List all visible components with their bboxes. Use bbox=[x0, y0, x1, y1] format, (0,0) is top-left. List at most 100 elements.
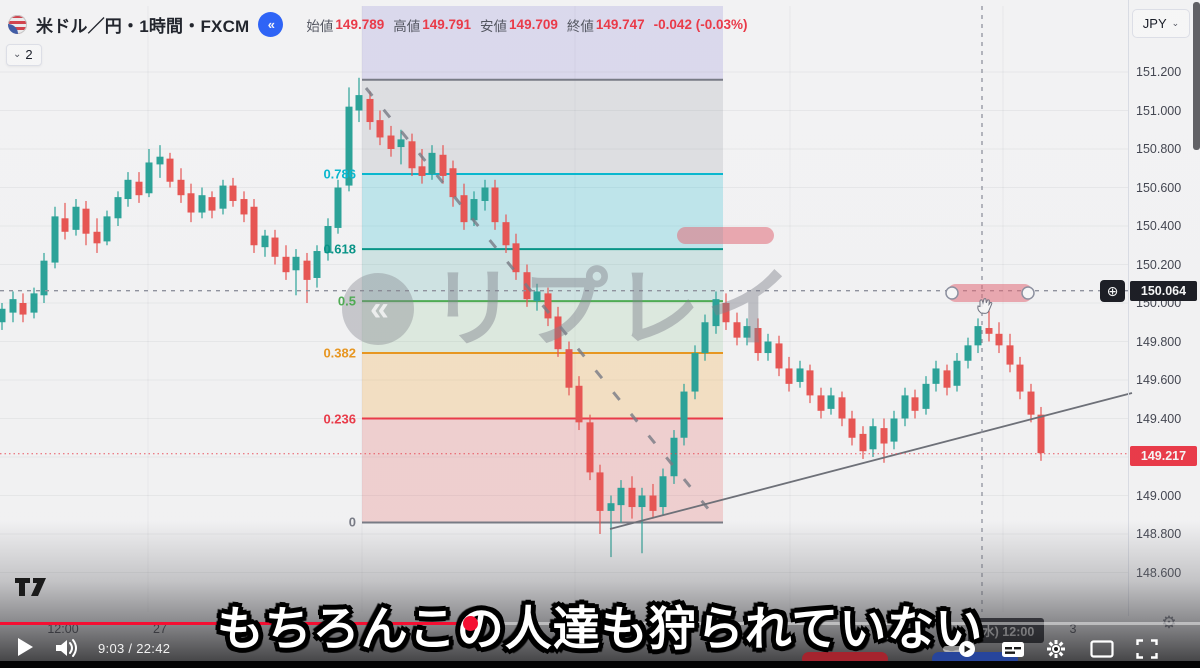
candle bbox=[680, 391, 688, 438]
candle bbox=[261, 235, 269, 248]
change-value: -0.042 (-0.03%) bbox=[653, 17, 748, 32]
candle bbox=[355, 95, 363, 111]
price-axis-label: 150.200 bbox=[1136, 257, 1182, 272]
candle bbox=[72, 206, 80, 230]
subtitles-cc-icon[interactable] bbox=[1001, 641, 1025, 658]
browser-scrollbar[interactable] bbox=[1193, 2, 1200, 150]
candle bbox=[491, 187, 499, 223]
miniplayer-icon[interactable] bbox=[1090, 640, 1114, 658]
candle bbox=[408, 141, 416, 169]
add-alert-plus-icon[interactable]: ⊕ bbox=[1100, 280, 1125, 302]
candle bbox=[460, 195, 468, 223]
candle bbox=[51, 216, 59, 263]
candle bbox=[334, 187, 342, 228]
price-axis-label: 149.600 bbox=[1136, 373, 1182, 387]
candle bbox=[93, 231, 101, 244]
candle bbox=[890, 418, 898, 442]
candle bbox=[428, 152, 436, 175]
replay-step-badge[interactable]: ⌄ 2 bbox=[6, 44, 42, 66]
close-label: 終値 bbox=[566, 18, 594, 34]
candle bbox=[0, 308, 6, 323]
fib-band bbox=[362, 79, 723, 175]
high-value: 149.791 bbox=[422, 17, 472, 32]
candle bbox=[19, 303, 27, 315]
candle bbox=[198, 195, 206, 213]
play-button[interactable] bbox=[14, 636, 36, 658]
fib-band bbox=[362, 174, 723, 250]
fib-level-label: 0.5 bbox=[337, 293, 356, 309]
candle bbox=[932, 368, 940, 384]
low-label: 安値 bbox=[480, 18, 508, 34]
candle bbox=[722, 303, 730, 323]
candle bbox=[649, 495, 657, 511]
fib-band bbox=[362, 353, 723, 419]
candle bbox=[240, 199, 248, 215]
high-label: 高値 bbox=[393, 18, 421, 34]
candle bbox=[387, 135, 395, 149]
pink-oval[interactable] bbox=[677, 227, 774, 244]
low-value: 149.709 bbox=[509, 17, 558, 32]
drawing-handle[interactable] bbox=[945, 286, 959, 300]
drawing-handle[interactable] bbox=[1021, 286, 1035, 300]
candle bbox=[838, 397, 846, 419]
video-letterbox bbox=[0, 661, 1200, 668]
candle bbox=[775, 343, 783, 369]
price-axis-separator bbox=[1128, 0, 1129, 616]
candle bbox=[901, 395, 909, 419]
candle bbox=[565, 349, 573, 388]
symbol-title[interactable]: 米ドル／円・1時間・FXCM bbox=[36, 17, 250, 36]
candle bbox=[544, 293, 552, 319]
fib-level-label: 0.618 bbox=[323, 241, 356, 257]
candle bbox=[953, 360, 961, 386]
candle bbox=[397, 139, 405, 148]
replay-step-value: 2 bbox=[25, 47, 33, 62]
candle bbox=[229, 185, 237, 201]
candle bbox=[617, 487, 625, 506]
candle bbox=[859, 433, 867, 452]
volume-icon[interactable] bbox=[54, 638, 80, 658]
candle bbox=[607, 503, 615, 511]
candle bbox=[869, 426, 877, 450]
open-label: 始値 bbox=[306, 18, 334, 34]
candle bbox=[533, 291, 541, 302]
candle bbox=[250, 206, 258, 246]
fullscreen-icon[interactable] bbox=[1136, 639, 1158, 659]
candle bbox=[785, 368, 793, 384]
tradingview-logo[interactable] bbox=[14, 577, 52, 603]
video-progress-scrubber[interactable] bbox=[463, 616, 478, 631]
price-axis-label: 148.600 bbox=[1136, 565, 1182, 580]
candle bbox=[554, 316, 562, 350]
candle bbox=[911, 397, 919, 411]
candle bbox=[670, 437, 678, 477]
currency-selector[interactable]: JPY ⌄ bbox=[1132, 9, 1190, 38]
candle bbox=[219, 185, 227, 209]
autoplay-toggle[interactable] bbox=[941, 641, 977, 657]
crosshair-price-badge: 150.064 bbox=[1130, 281, 1197, 301]
price-axis-label: 149.800 bbox=[1136, 334, 1182, 349]
chevron-down-icon: ⌄ bbox=[13, 49, 22, 60]
usdjpy-flag-icon bbox=[8, 15, 27, 34]
price-axis-label: 151.200 bbox=[1136, 65, 1182, 79]
price-axis-label: 149.400 bbox=[1136, 411, 1182, 426]
candle bbox=[103, 216, 111, 242]
open-value: 149.789 bbox=[335, 17, 385, 32]
fib-level-label: 0.236 bbox=[323, 411, 356, 426]
settings-gear-icon[interactable] bbox=[1046, 639, 1066, 659]
candle bbox=[764, 341, 772, 354]
fib-level-label: 0.786 bbox=[323, 166, 356, 182]
price-axis-label: 150.600 bbox=[1136, 180, 1182, 195]
last-price-badge: 149.217 bbox=[1130, 446, 1197, 466]
candle bbox=[596, 472, 604, 511]
candle bbox=[439, 154, 447, 176]
candle bbox=[943, 370, 951, 388]
candle bbox=[449, 168, 457, 198]
candle bbox=[481, 187, 489, 201]
candle bbox=[282, 256, 290, 273]
video-time-display: 9:03 / 22:42 bbox=[98, 641, 171, 656]
replay-rewind-button[interactable]: « bbox=[258, 12, 284, 37]
hand-cursor-icon bbox=[977, 298, 993, 314]
pink-oval-selected[interactable] bbox=[947, 284, 1033, 302]
candle bbox=[313, 251, 321, 278]
candle bbox=[303, 260, 311, 280]
